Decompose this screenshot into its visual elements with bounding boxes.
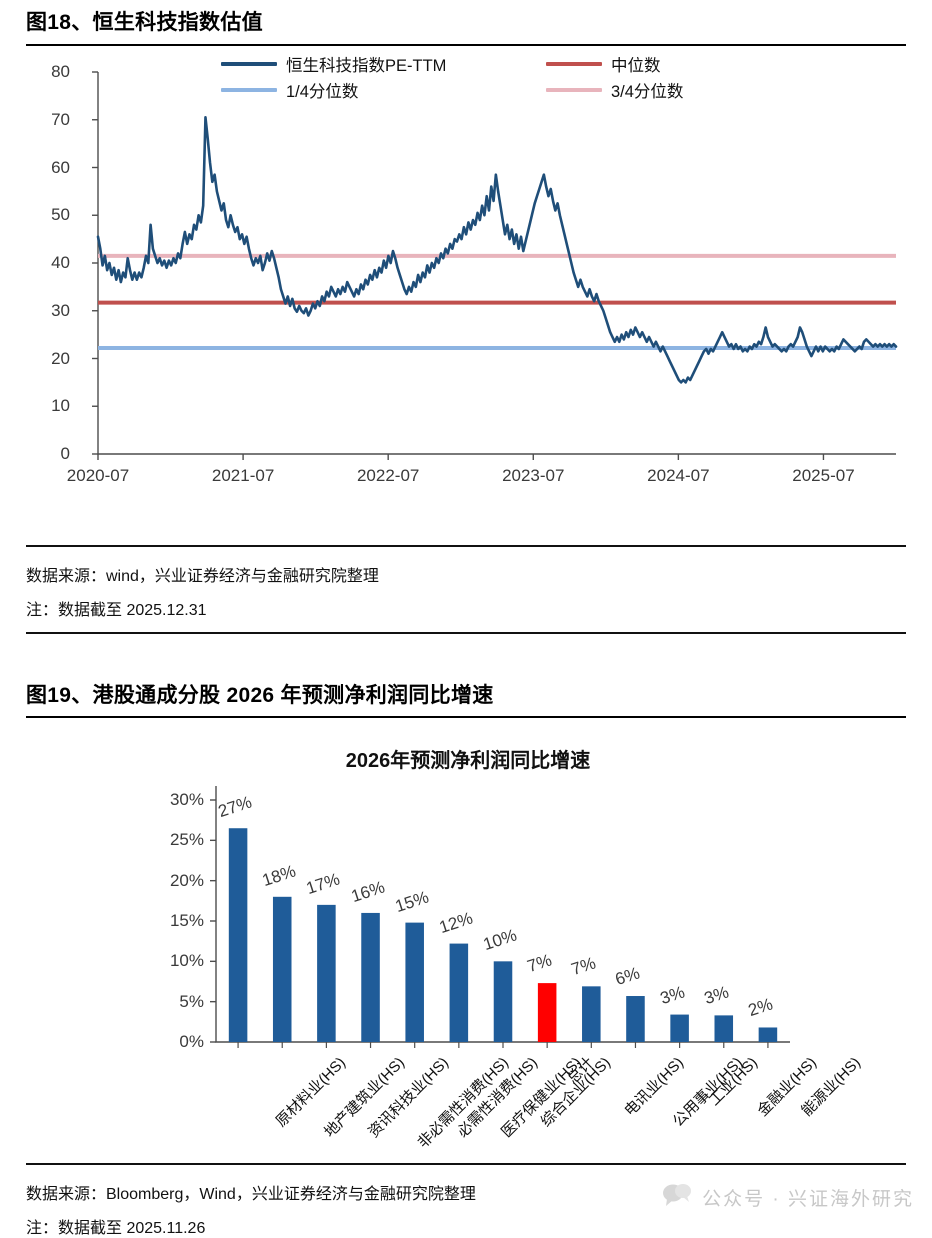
- figure18-heading: 图18、恒生科技指数估值: [26, 11, 263, 34]
- chart1-x-tick: 2021-07: [211, 466, 275, 485]
- chart1-x-tick: 2025-07: [792, 466, 855, 485]
- chart1-y-tick: 20: [51, 348, 70, 368]
- chart1-y-tick: 50: [51, 205, 70, 225]
- legend-item-median: 中位数: [546, 54, 661, 75]
- hstech-pe-line-chart: 恒生科技指数PE-TTM 中位数 1/4分位数 3/4分位数 0 10 20 30 40…: [26, 52, 910, 532]
- bar: [228, 828, 248, 1042]
- bar: [449, 943, 469, 1042]
- chart1-legend: 恒生科技指数PE-TTM 中位数 1/4分位数 3/4分位数: [26, 52, 910, 101]
- figure19-bottom-rule: [26, 1163, 906, 1165]
- bar: [405, 922, 424, 1042]
- legend-line-q1: [221, 88, 277, 92]
- bar: [626, 996, 645, 1042]
- figure19-source-note: 数据来源：Bloomberg，Wind，兴业证券经济与金融研究院整理: [26, 1186, 476, 1203]
- chart2-y-tick: 30%: [169, 790, 204, 809]
- chart2-y-tick: 20%: [169, 870, 204, 890]
- legend-item-pe: 恒生科技指数PE-TTM: [221, 54, 447, 75]
- chart1-x-tick: 2023-07: [502, 466, 565, 485]
- chart1-y-tick: 80: [51, 62, 70, 81]
- chart2-y-tick: 10%: [169, 951, 204, 971]
- figure19-top-rule: [26, 716, 906, 718]
- figure18-source-note: 数据来源：wind，兴业证券经济与金融研究院整理: [26, 568, 379, 585]
- chart1-plot-area: 0 10 20 30 40 50 60 70 80 2020-07 2021-07 2022-07 20…: [26, 52, 910, 504]
- bar: [714, 1015, 734, 1042]
- legend-label-median: 中位数: [611, 57, 661, 75]
- chart2-y-tick: 25%: [169, 830, 204, 850]
- watermark-text: 公众号 · 兴证海外研究: [702, 1189, 914, 1210]
- chart1-y-tick: 40: [51, 253, 70, 272]
- chart1-x-tick: 2024-07: [647, 466, 710, 485]
- chart1-x-tick: 2020-07: [66, 466, 130, 485]
- chart2-plot-area: 0% 5% 10% 15% 20% 25% 30% 27% 原材料业(HS) 18% 地产建筑业(H…: [26, 722, 910, 1152]
- bar: [361, 912, 380, 1042]
- figure18-top-rule: [26, 44, 906, 46]
- legend-item-q1: 1/4分位数: [221, 80, 359, 101]
- chart1-y-tick: 10: [51, 396, 70, 416]
- chart2-title: 2026年预测净利润同比增速: [345, 750, 591, 772]
- figure18-note-rule: [26, 632, 906, 634]
- chart1-y-tick: 0: [60, 444, 70, 463]
- bar: [670, 1014, 689, 1042]
- watermark: 公众号 · 兴证海外研究: [662, 1182, 914, 1213]
- bar: [493, 961, 513, 1042]
- speech-bubble-icon: [662, 1182, 692, 1213]
- legend-label-q1: 1/4分位数: [286, 83, 359, 101]
- legend-label-q3: 3/4分位数: [611, 83, 684, 101]
- legend-line-q3: [546, 88, 602, 92]
- chart1-x-tick: 2022-07: [356, 466, 420, 485]
- figure19-date-note: 注：数据截至 2025.11.26: [26, 1220, 206, 1237]
- legend-line-median: [546, 62, 602, 66]
- chart2-y-tick: 0%: [179, 1032, 204, 1051]
- legend-item-q3: 3/4分位数: [546, 80, 684, 101]
- figure19-heading: 图19、港股通成分股 2026 年预测净利润同比增速: [26, 684, 494, 707]
- legend-label-pe: 恒生科技指数PE-TTM: [286, 57, 447, 75]
- chart1-y-tick: 70: [51, 109, 70, 129]
- chart2-y-tick: 5%: [179, 991, 204, 1011]
- bar: [537, 983, 557, 1042]
- bar: [582, 986, 601, 1042]
- figure18-date-note: 注：数据截至 2025.12.31: [26, 602, 207, 619]
- chart2-y-tick: 15%: [169, 911, 204, 930]
- chart1-y-tick: 60: [51, 157, 70, 177]
- bar: [272, 896, 292, 1042]
- bar: [758, 1027, 778, 1042]
- legend-line-pe: [221, 62, 277, 66]
- chart1-y-tick: 30: [51, 300, 70, 320]
- figure18-bottom-rule: [26, 545, 906, 547]
- forecast-growth-bar-chart: 2026年预测净利润同比增速 0% 5% 10% 15% 20% 25% 30% 27% 原材料…: [26, 722, 910, 1152]
- bar: [317, 904, 336, 1042]
